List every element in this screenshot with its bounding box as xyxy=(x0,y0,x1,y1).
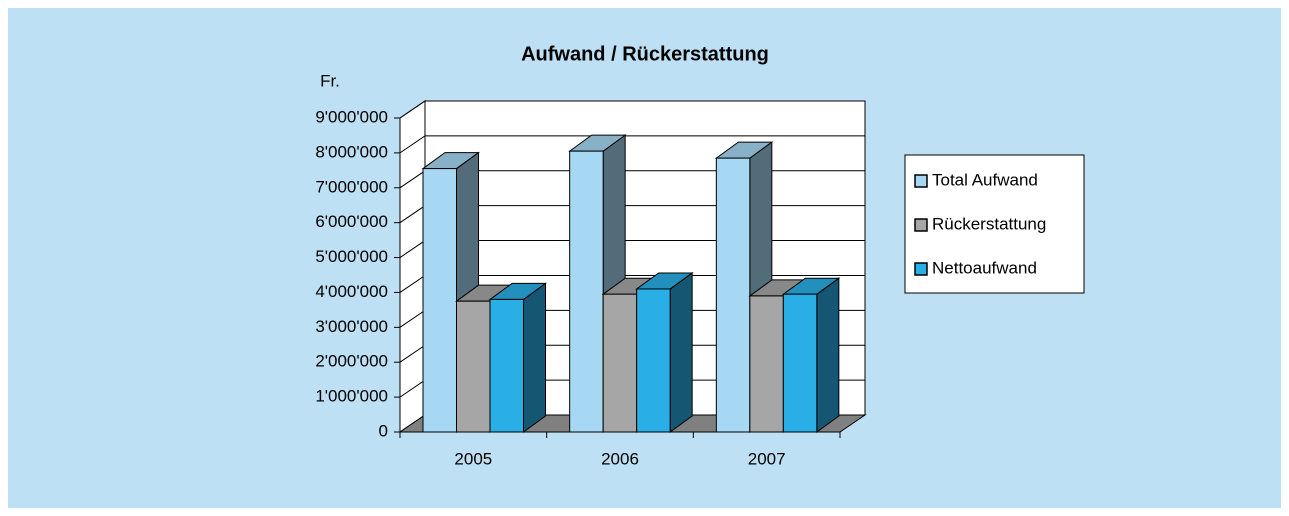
y-tick-label: 2'000'000 xyxy=(315,352,388,371)
legend-label: Total Aufwand xyxy=(932,170,1038,189)
x-tick-label: 2006 xyxy=(601,449,639,468)
legend-label: Rückerstattung xyxy=(932,214,1046,233)
bar xyxy=(456,300,491,433)
bar xyxy=(636,288,671,433)
grid-line xyxy=(399,100,865,119)
bar xyxy=(782,293,818,433)
bar xyxy=(715,157,751,433)
legend-swatch xyxy=(914,262,928,276)
x-tick-label: 2005 xyxy=(454,449,492,468)
bar xyxy=(489,298,524,433)
y-tick-label: 9'000'000 xyxy=(315,107,388,126)
y-tick-label: 4'000'000 xyxy=(315,282,388,301)
y-tick-label: 5'000'000 xyxy=(315,247,388,266)
y-tick-label: 3'000'000 xyxy=(315,317,388,336)
bar xyxy=(569,150,604,433)
bar xyxy=(422,168,457,433)
grid-line xyxy=(399,135,865,154)
y-tick-label: 8'000'000 xyxy=(315,142,388,161)
bar-side xyxy=(523,282,546,433)
bar xyxy=(749,295,784,433)
legend-swatch xyxy=(914,218,928,232)
legend-label: Nettoaufwand xyxy=(932,258,1037,277)
legend-swatch xyxy=(914,174,928,188)
y-axis-label: Fr. xyxy=(320,71,340,90)
y-tick-label: 7'000'000 xyxy=(315,177,388,196)
y-tick-label: 0 xyxy=(379,421,388,440)
chart-title: Aufwand / Rückerstattung xyxy=(521,43,769,65)
x-tick-label: 2007 xyxy=(748,449,786,468)
legend xyxy=(904,154,1085,294)
y-tick-label: 6'000'000 xyxy=(315,212,388,231)
bar xyxy=(602,293,638,433)
bar-side xyxy=(669,271,693,433)
bar-side xyxy=(816,277,840,433)
y-tick-label: 1'000'000 xyxy=(315,387,388,406)
